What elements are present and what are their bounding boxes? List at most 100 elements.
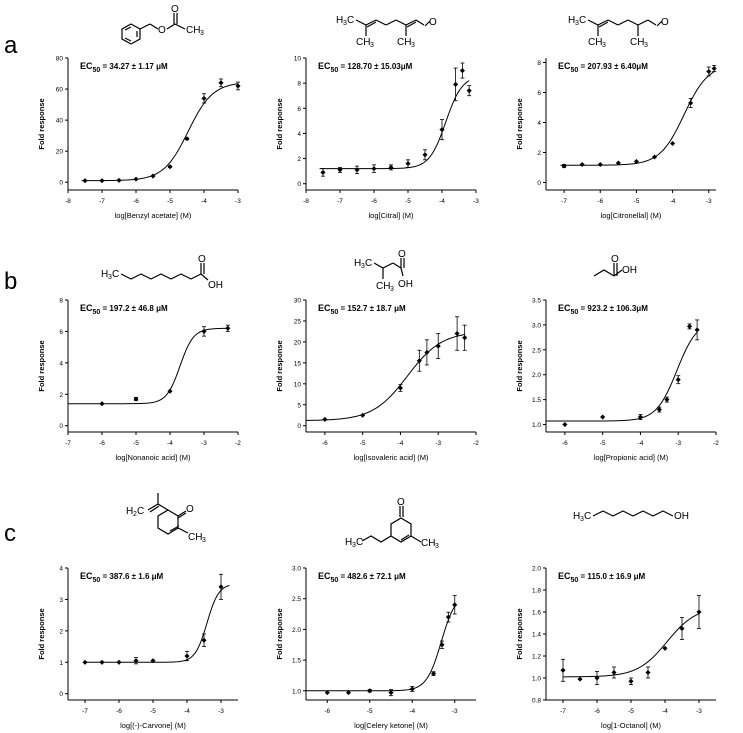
- data-point: [611, 669, 617, 676]
- svg-text:CH: CH: [188, 532, 202, 543]
- svg-text:C: C: [365, 258, 372, 269]
- chart-panel: -7 -6 -5 -4 -3 0 1 2 3 4 log[(-)-Carvone] (M) Fold …: [37, 566, 238, 730]
- x-tick-label: -2: [235, 440, 241, 447]
- svg-text:CH: CH: [421, 538, 435, 549]
- y-axis-label: Fold response: [37, 98, 46, 149]
- svg-text:OH: OH: [674, 511, 689, 522]
- data-point: [201, 328, 207, 334]
- x-tick-label: -5: [150, 708, 156, 715]
- data-point: [562, 421, 568, 428]
- x-axis-label: log[(-)-Carvone] (M): [120, 721, 186, 730]
- x-tick-label: -7: [337, 198, 343, 205]
- y-tick-label: 6: [297, 106, 301, 113]
- y-tick-label: 10: [294, 381, 302, 388]
- y-tick-label: 2.0: [532, 372, 541, 379]
- x-tick-label: -6: [597, 198, 603, 205]
- data-point: [184, 136, 190, 142]
- x-tick-label: -4: [409, 708, 415, 715]
- data-point: [99, 178, 105, 184]
- svg-text:C: C: [137, 506, 144, 517]
- x-tick-label: -5: [634, 198, 640, 205]
- data-point: [560, 667, 566, 673]
- y-tick-label: 5: [297, 402, 301, 409]
- data-point: [405, 161, 411, 167]
- data-point: [82, 178, 88, 184]
- data-point: [675, 377, 681, 383]
- data-point: [201, 95, 207, 101]
- y-tick-label: 6: [59, 329, 63, 336]
- x-tick-label: -3: [201, 440, 207, 447]
- x-tick-label: -3: [706, 198, 712, 205]
- y-tick-label: 1.6: [532, 610, 541, 617]
- svg-text:O: O: [186, 504, 194, 515]
- data-point: [662, 645, 668, 651]
- fit-curve: [305, 334, 465, 421]
- x-tick-label: -3: [452, 708, 458, 715]
- y-tick-label: 1.5: [532, 397, 541, 404]
- structure-nonanoic-acid: H 3 C O OH: [101, 254, 223, 291]
- ec50-label: EC50 = 34.27 ± 1.17 μM: [80, 61, 168, 74]
- svg-text:H: H: [336, 15, 343, 26]
- y-axis-label: Fold response: [515, 608, 524, 659]
- data-point: [320, 169, 326, 175]
- y-tick-label: 1.2: [532, 654, 541, 661]
- ec50-label: EC50 = 128.70 ± 15.03μM: [318, 61, 413, 74]
- svg-text:O: O: [611, 254, 619, 265]
- x-tick-label: -5: [628, 708, 634, 715]
- svg-text:H: H: [568, 15, 575, 26]
- data-point: [133, 396, 139, 402]
- data-point: [354, 167, 360, 173]
- y-tick-label: 2: [59, 392, 63, 399]
- x-tick-label: -3: [675, 440, 681, 447]
- svg-text:OH: OH: [208, 280, 223, 291]
- structure-benzyl-acetate: O O CH 3: [121, 4, 204, 45]
- y-tick-label: 1.4: [532, 632, 541, 639]
- y-tick-label: 20: [56, 149, 64, 156]
- data-point: [424, 349, 430, 355]
- x-axis-label: log[1-Octanol] (M): [601, 721, 662, 730]
- x-tick-label: -3: [473, 198, 479, 205]
- data-point: [218, 80, 224, 86]
- y-tick-label: 4: [537, 120, 541, 127]
- data-point: [422, 152, 428, 158]
- svg-text:H: H: [345, 537, 352, 548]
- data-point: [435, 343, 441, 349]
- data-point: [696, 609, 702, 615]
- data-point: [397, 385, 403, 391]
- x-tick-label: -3: [218, 708, 224, 715]
- ec50-label: EC50 = 482.6 ± 72.1 μM: [318, 571, 406, 584]
- x-tick-label: -6: [324, 708, 330, 715]
- y-tick-label: 25: [294, 318, 302, 325]
- fit-curve: [85, 584, 230, 663]
- data-point: [360, 412, 366, 418]
- svg-text:3: 3: [200, 30, 204, 37]
- y-tick-label: 2.0: [532, 566, 541, 573]
- chart-panel: -7 -6 -5 -4 -3 -2 0 2 4 6 8 log[Nonanoic acid] (M) F…: [37, 298, 241, 463]
- data-point: [656, 407, 662, 413]
- svg-text:O: O: [398, 249, 406, 260]
- x-tick-label: -3: [696, 708, 702, 715]
- data-point: [116, 659, 122, 665]
- data-point: [462, 335, 468, 341]
- y-tick-label: 1: [59, 660, 63, 667]
- structure-carvone: H 2 C O CH 3: [126, 493, 206, 544]
- data-point: [628, 678, 634, 684]
- svg-text:OH: OH: [398, 279, 413, 290]
- y-tick-label: 3.5: [532, 298, 541, 305]
- y-axis-label: Fold response: [515, 340, 524, 391]
- data-point: [337, 167, 343, 173]
- x-tick-label: -4: [439, 198, 445, 205]
- x-tick-label: -3: [435, 440, 441, 447]
- data-point: [664, 397, 670, 403]
- x-tick-label: -6: [116, 708, 122, 715]
- structure-celery-ketone: O H 3 C CH 3: [345, 497, 439, 550]
- ec50-label: EC50 = 197.2 ± 46.8 μM: [80, 303, 168, 316]
- x-tick-label: -5: [360, 440, 366, 447]
- svg-text:3: 3: [370, 42, 374, 49]
- x-axis-label: log[Benzyl acetate] (M): [115, 211, 192, 220]
- data-point: [439, 127, 445, 133]
- data-point: [99, 659, 105, 665]
- y-tick-label: 0.8: [532, 698, 541, 705]
- y-tick-label: 1.8: [532, 588, 541, 595]
